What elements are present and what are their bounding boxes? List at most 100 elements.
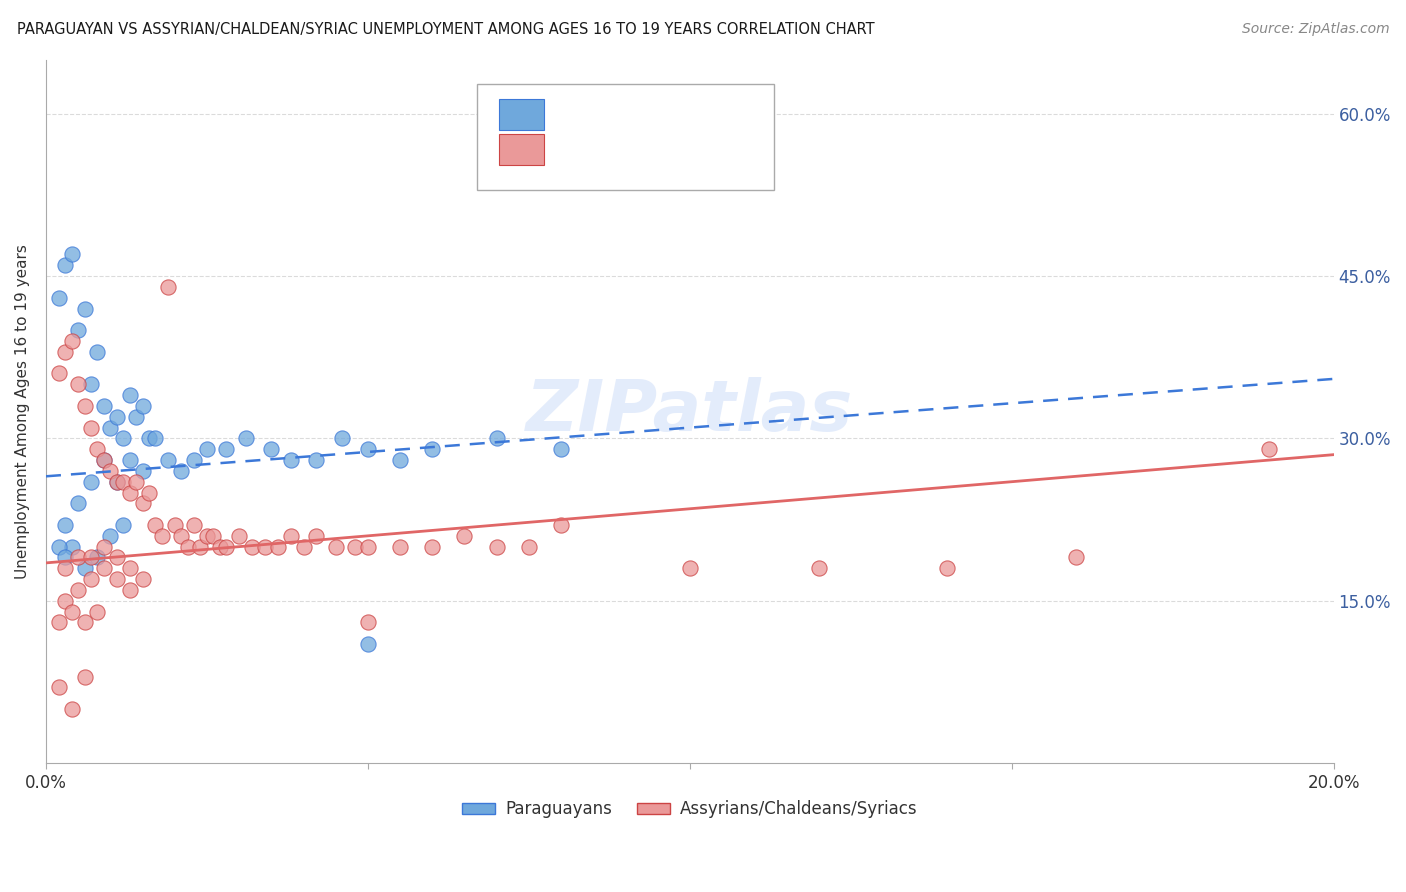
Point [389, 540, 412, 554]
Point [118, 388, 141, 402]
Text: 0.181: 0.181 [614, 141, 668, 159]
Point [145, 518, 167, 533]
Point [48, 615, 70, 630]
Point [170, 529, 193, 543]
Point [420, 442, 443, 457]
Point [131, 464, 153, 478]
Point [807, 561, 830, 575]
Point [267, 540, 290, 554]
Point [357, 637, 380, 651]
Point [215, 540, 238, 554]
FancyBboxPatch shape [499, 134, 544, 166]
Point [420, 540, 443, 554]
Point [280, 529, 302, 543]
Point [325, 540, 347, 554]
Point [118, 561, 141, 575]
Text: R =: R = [561, 105, 598, 123]
Point [138, 485, 160, 500]
Point [195, 442, 218, 457]
Point [485, 540, 508, 554]
Point [67, 550, 90, 565]
Point [67, 323, 90, 337]
Point [260, 442, 283, 457]
Text: Source: ZipAtlas.com: Source: ZipAtlas.com [1241, 22, 1389, 37]
Point [48, 681, 70, 695]
Point [118, 582, 141, 597]
Point [357, 540, 380, 554]
Point [86, 605, 108, 619]
Point [453, 529, 475, 543]
Point [190, 540, 212, 554]
Point [80, 420, 103, 434]
Point [73, 615, 96, 630]
Point [679, 561, 702, 575]
Point [93, 540, 115, 554]
Point [253, 540, 276, 554]
Point [183, 518, 205, 533]
Point [105, 550, 128, 565]
Point [125, 475, 148, 489]
Point [357, 442, 380, 457]
Point [53, 344, 76, 359]
Point [48, 540, 70, 554]
Text: 0.086: 0.086 [610, 105, 662, 123]
Point [305, 529, 328, 543]
Point [53, 258, 76, 272]
Point [53, 561, 76, 575]
Point [1064, 550, 1087, 565]
Point [235, 432, 257, 446]
Point [131, 496, 153, 510]
Point [60, 605, 83, 619]
Point [138, 432, 160, 446]
Point [105, 475, 128, 489]
Point [73, 301, 96, 316]
Point [80, 475, 103, 489]
Point [112, 518, 135, 533]
Point [170, 464, 193, 478]
Point [60, 334, 83, 348]
Point [48, 367, 70, 381]
Point [93, 453, 115, 467]
Point [67, 377, 90, 392]
Point [67, 496, 90, 510]
Point [125, 409, 148, 424]
Point [60, 540, 83, 554]
Point [60, 247, 83, 261]
Point [195, 529, 218, 543]
Point [215, 442, 238, 457]
Point [86, 344, 108, 359]
Point [53, 518, 76, 533]
Point [118, 485, 141, 500]
Point [80, 377, 103, 392]
Point [67, 582, 90, 597]
Legend: Paraguayans, Assyrians/Chaldeans/Syriacs: Paraguayans, Assyrians/Chaldeans/Syriacs [456, 794, 925, 825]
Point [86, 550, 108, 565]
Point [183, 453, 205, 467]
Point [53, 594, 76, 608]
Text: N =: N = [679, 105, 727, 123]
Point [80, 550, 103, 565]
Point [176, 540, 198, 554]
Point [86, 442, 108, 457]
Text: ZIPatlas: ZIPatlas [526, 376, 853, 446]
Text: 69: 69 [738, 141, 762, 159]
Point [131, 399, 153, 413]
Point [292, 540, 315, 554]
Point [157, 453, 180, 467]
Point [936, 561, 959, 575]
Point [357, 615, 380, 630]
Point [330, 432, 353, 446]
Point [98, 464, 121, 478]
Point [145, 432, 167, 446]
Point [98, 420, 121, 434]
Point [517, 540, 540, 554]
Text: R =: R = [561, 141, 602, 159]
Point [240, 540, 263, 554]
Point [150, 529, 173, 543]
Point [93, 453, 115, 467]
Point [485, 432, 508, 446]
Point [131, 572, 153, 586]
Point [93, 399, 115, 413]
Text: 46: 46 [738, 105, 762, 123]
Point [60, 702, 83, 716]
